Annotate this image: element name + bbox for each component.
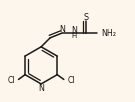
Text: H: H: [71, 33, 77, 39]
Text: NH₂: NH₂: [101, 29, 116, 38]
Text: Cl: Cl: [68, 76, 75, 85]
Text: N: N: [60, 25, 65, 34]
Text: Cl: Cl: [7, 76, 15, 85]
Text: N: N: [38, 84, 44, 93]
Text: S: S: [84, 13, 89, 22]
Text: N: N: [71, 26, 77, 35]
